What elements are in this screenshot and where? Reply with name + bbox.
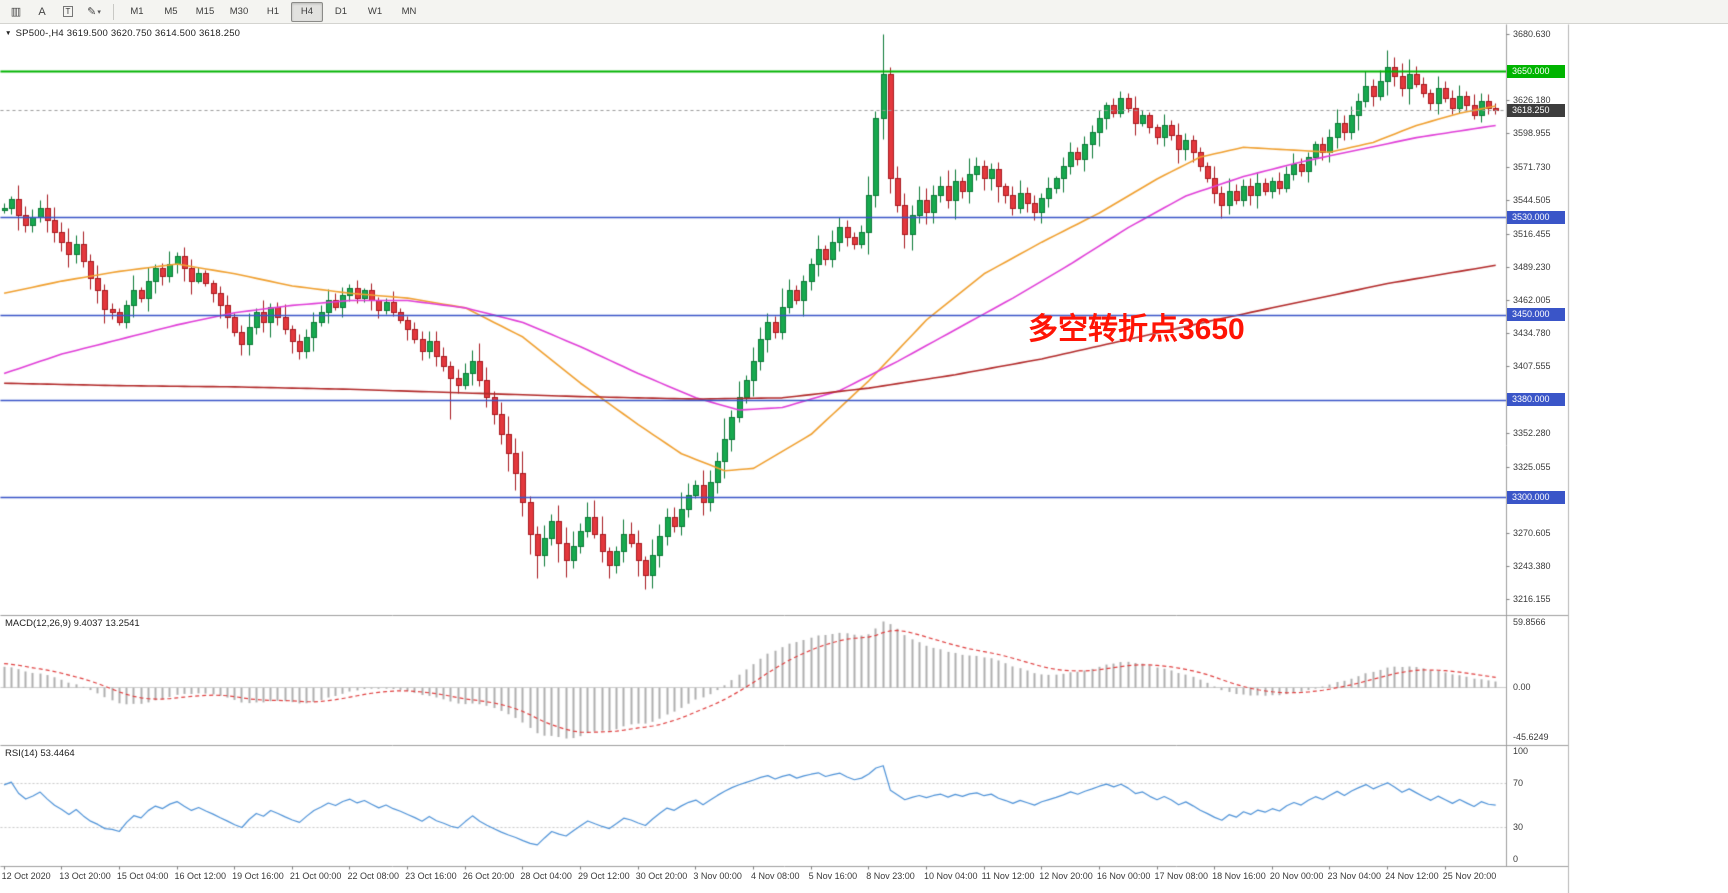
time-axis-label: 20 Nov 00:00	[1269, 871, 1324, 881]
time-axis-label: 24 Nov 12:00	[1385, 871, 1439, 881]
price-tick-label: 3270.605	[1513, 527, 1551, 538]
rsi-label: RSI(14) 53.4464	[5, 748, 75, 759]
time-axis-label: 10 Nov 04:00	[923, 871, 978, 881]
price-tick-label: 3407.555	[1513, 361, 1551, 372]
time-axis-label: 11 Nov 12:00	[981, 871, 1035, 881]
time-axis-label: 15 Oct 04:00	[116, 871, 169, 881]
price-tick-label: 3325.055	[1513, 461, 1551, 472]
level-badge-3300.000: 3300.000	[1507, 490, 1565, 504]
time-axis-label: 19 Oct 16:00	[232, 871, 284, 881]
price-scale[interactable]: 3680.630 3626.180 3598.955 3571.730 3544.505…	[1506, 24, 1568, 866]
timeframe-m30[interactable]: M30	[229, 6, 249, 17]
macd-scale[interactable]: 59.8566 0.00 -45.6249	[1506, 615, 1568, 745]
chart-templates-icon-glyph: ▥	[10, 6, 22, 18]
rsi-scale-label: 70	[1513, 778, 1524, 789]
time-axis-label: 29 Oct 12:00	[578, 871, 630, 881]
rsi-scale[interactable]: 100 70 30 0	[1506, 745, 1568, 866]
text-label-tool-icon-glyph: T	[62, 6, 74, 17]
time-axis-label: 13 Oct 20:00	[59, 871, 111, 881]
time-axis-label: 28 Oct 04:00	[520, 871, 572, 881]
symbol-ohlc-text: SP500-,H4 3619.500 3620.750 3614.500 361…	[15, 28, 241, 39]
timeframe-d1[interactable]: D1	[334, 6, 348, 17]
time-axis[interactable]: 12 Oct 2020 13 Oct 20:00 15 Oct 04:00 16 Oc…	[0, 866, 1568, 893]
collapse-arrow-icon[interactable]: ▼	[5, 30, 12, 37]
draw-tools-icon-glyph: ✎	[87, 6, 97, 18]
time-axis-label: 16 Nov 00:00	[1096, 871, 1151, 881]
current-price-badge: 3618.250	[1507, 103, 1565, 117]
dropdown-caret-icon: ▾	[97, 8, 101, 16]
price-tick-label: 3544.505	[1513, 194, 1551, 205]
time-axis-label: 23 Oct 16:00	[405, 871, 457, 881]
rsi-scale-label: 0	[1513, 854, 1519, 864]
timeframe-h4[interactable]: H4	[291, 1, 323, 22]
price-tick-label: 3352.280	[1513, 428, 1551, 439]
price-tick-label: 3243.380	[1513, 560, 1551, 571]
price-tick-label: 3462.005	[1513, 295, 1551, 306]
text-label-tool-icon[interactable]: T	[56, 1, 80, 22]
level-badge-3650.000: 3650.000	[1507, 64, 1565, 78]
level-badge-3450.000: 3450.000	[1507, 308, 1565, 322]
text-tool-icon-glyph: A	[38, 5, 46, 18]
timeframe-w1[interactable]: W1	[367, 6, 383, 17]
time-axis-label: 5 Nov 16:00	[808, 871, 858, 881]
price-annotation: 多空转折点3650	[1028, 313, 1245, 346]
chart-window[interactable]: ▼ SP500-,H4 3619.500 3620.750 3614.500 3…	[0, 24, 1728, 893]
time-axis-label: 18 Nov 16:00	[1212, 871, 1266, 881]
rsi-scale-label: 30	[1513, 821, 1524, 832]
macd-label: MACD(12,26,9) 9.4037 13.2541	[5, 618, 140, 629]
time-axis-label: 21 Oct 00:00	[289, 871, 342, 881]
time-axis-label: 22 Oct 08:00	[347, 871, 400, 881]
timeframe-mn[interactable]: MN	[401, 6, 417, 17]
rsi-scale-label: 100	[1513, 746, 1529, 756]
price-tick-label: 3598.955	[1513, 128, 1551, 139]
toolbar: ▥ A T ✎ ▾ M1 M5 M15 M30 H1 H4 D1 W1 MN	[0, 0, 1728, 24]
time-axis-label: 30 Oct 20:00	[635, 871, 688, 881]
toolbar-separator	[113, 3, 114, 20]
time-axis-label: 16 Oct 12:00	[174, 871, 227, 881]
level-badge-3530.000: 3530.000	[1507, 210, 1565, 224]
price-tick-label: 3434.780	[1513, 328, 1551, 339]
time-axis-label: 8 Nov 23:00	[866, 871, 915, 881]
chart-symbol-title: ▼ SP500-,H4 3619.500 3620.750 3614.500 3…	[5, 28, 240, 39]
price-tick-label: 3626.180	[1513, 95, 1551, 106]
chart-canvas[interactable]	[0, 24, 1728, 893]
price-tick-label: 3516.455	[1513, 228, 1551, 239]
time-axis-label: 12 Oct 2020	[1, 871, 51, 881]
price-tick-label: 3571.730	[1513, 161, 1551, 172]
macd-scale-label: 0.00	[1513, 682, 1531, 693]
time-axis-label: 25 Nov 20:00	[1442, 871, 1497, 881]
price-tick-label: 3489.230	[1513, 261, 1551, 272]
time-axis-label: 17 Nov 08:00	[1154, 871, 1209, 881]
timeframe-m15[interactable]: M15	[195, 6, 215, 17]
timeframe-h1[interactable]: H1	[266, 6, 280, 17]
text-tool-icon[interactable]: A	[30, 1, 54, 22]
time-axis-label: 26 Oct 20:00	[462, 871, 515, 881]
time-axis-label: 4 Nov 08:00	[751, 871, 800, 881]
time-axis-label: 12 Nov 20:00	[1039, 871, 1093, 881]
level-badge-3380.000: 3380.000	[1507, 393, 1565, 407]
time-axis-label: 23 Nov 04:00	[1327, 871, 1381, 881]
time-axis-label: 3 Nov 00:00	[693, 871, 742, 881]
timeframe-toolbar: M1 M5 M15 M30 H1 H4 D1 W1 MN	[120, 1, 426, 22]
macd-scale-label: -45.6249	[1513, 732, 1549, 742]
timeframe-m1[interactable]: M1	[130, 6, 144, 17]
price-tick-label: 3680.630	[1513, 29, 1551, 40]
drawing-toolbar: ▥ A T ✎ ▾	[3, 1, 107, 22]
price-tick-label: 3216.155	[1513, 594, 1551, 604]
timeframe-m5[interactable]: M5	[164, 6, 178, 17]
draw-tools-icon[interactable]: ✎ ▾	[82, 1, 106, 22]
chart-templates-icon[interactable]: ▥	[4, 1, 28, 22]
macd-scale-label: 59.8566	[1513, 617, 1546, 627]
